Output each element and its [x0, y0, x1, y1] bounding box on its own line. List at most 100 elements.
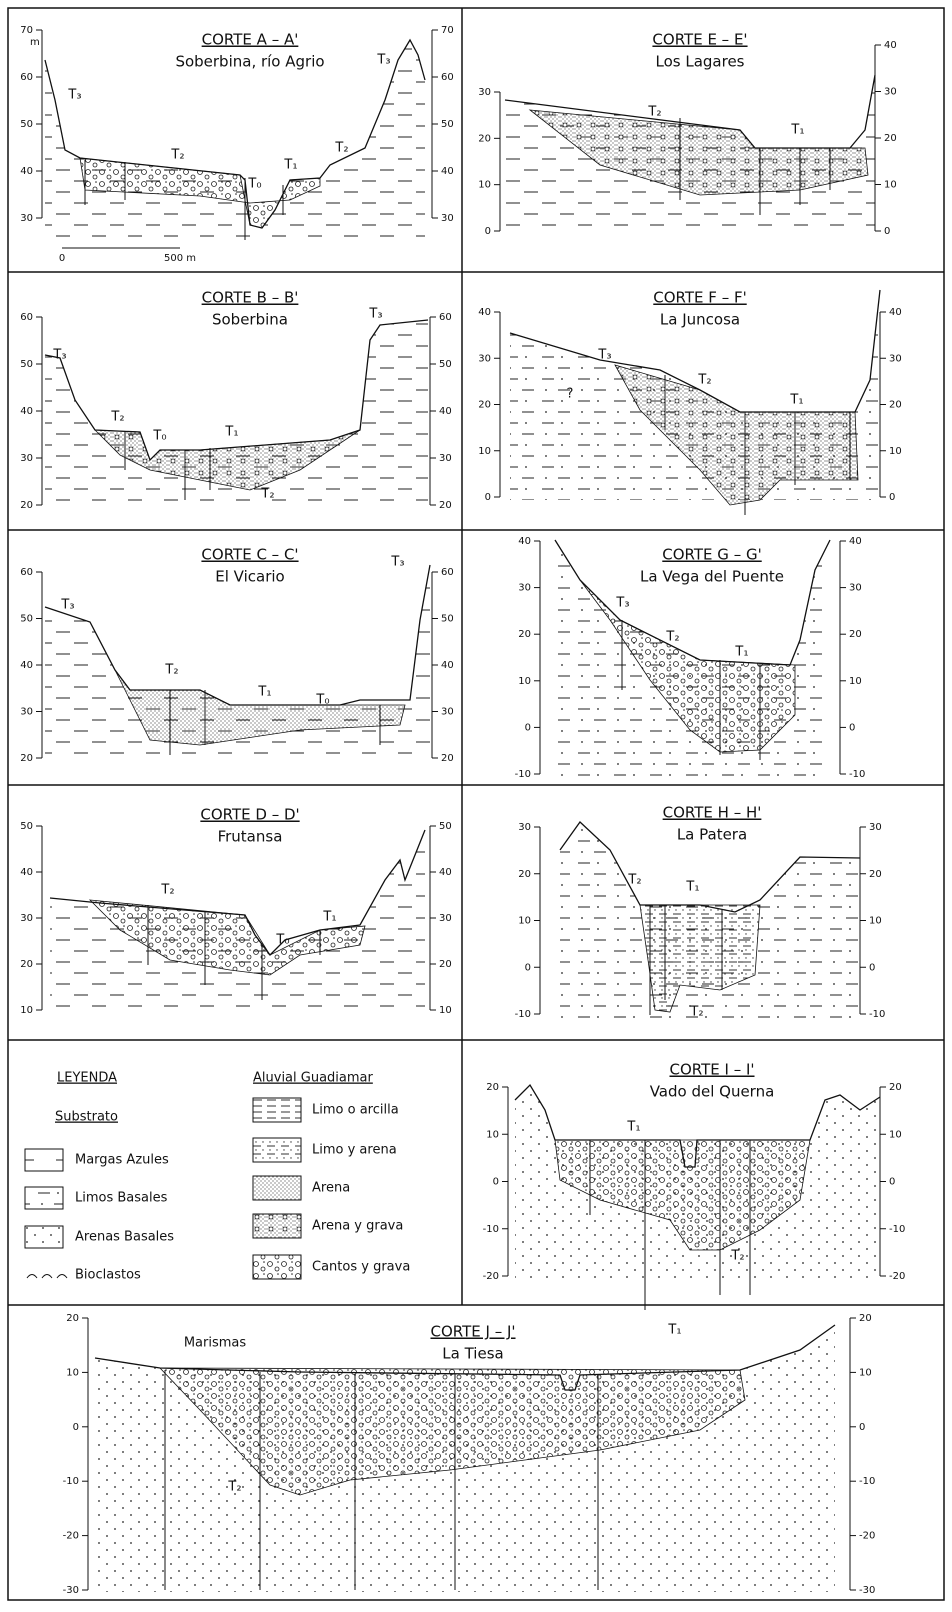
- tick-label: 40: [441, 660, 454, 671]
- legend-swatch: [253, 1214, 301, 1238]
- section-title: CORTE B – B': [202, 289, 299, 307]
- tick-label: -30: [859, 1585, 875, 1596]
- tick-label: 70: [441, 25, 454, 36]
- terrace-label: T₃: [60, 598, 74, 613]
- terrace-label: T₂: [689, 1005, 703, 1020]
- tick-label: 50: [20, 614, 33, 625]
- section-subtitle: Frutansa: [218, 828, 283, 846]
- tick-label: 60: [441, 72, 454, 83]
- legend-label: Cantos y grava: [312, 1260, 410, 1275]
- tick-label: 10: [518, 676, 531, 687]
- tick-label: 40: [439, 406, 452, 417]
- tick-label: 30: [884, 87, 897, 98]
- section-subtitle: La Juncosa: [660, 311, 740, 329]
- tick-label: 0: [889, 1177, 895, 1188]
- section-subtitle: El Vicario: [215, 568, 284, 586]
- section-title: CORTE F – F': [653, 289, 746, 307]
- tick-label: 20: [518, 629, 531, 640]
- tick-label: 0: [73, 1422, 79, 1433]
- tick-label: 60: [20, 72, 33, 83]
- terrace-label: T₃: [615, 596, 629, 611]
- tick-label: 0: [525, 962, 531, 973]
- tick-label: 20: [889, 1082, 902, 1093]
- terrace-label: T₃: [376, 53, 390, 68]
- tick-label: 10: [859, 1367, 872, 1378]
- tick-label: -20: [483, 1271, 499, 1282]
- tick-label: 10: [889, 1129, 902, 1140]
- tick-label: 50: [20, 821, 33, 832]
- tick-label: 40: [518, 536, 531, 547]
- terrace-label: T₂: [627, 873, 641, 888]
- tick-label: 10: [518, 916, 531, 927]
- terrace-label: T₁: [224, 425, 238, 440]
- tick-label: 10: [486, 1129, 499, 1140]
- tick-label: 50: [20, 119, 33, 130]
- tick-label: 30: [441, 213, 454, 224]
- terrace-label: T₁: [626, 1120, 640, 1135]
- tick-label: 50: [441, 614, 454, 625]
- tick-label: 40: [20, 406, 33, 417]
- terrace-label: T₁: [283, 158, 297, 173]
- tick-label: -20: [889, 1271, 905, 1282]
- section-subtitle: Vado del Querna: [650, 1083, 775, 1101]
- terrace-label: T₂: [697, 373, 711, 388]
- terrace-label: T₂: [170, 148, 184, 163]
- tick-label: -30: [63, 1585, 79, 1596]
- terrace-label: T₂: [110, 410, 124, 425]
- tick-label: 30: [20, 213, 33, 224]
- terrace-label: Marismas: [184, 1336, 247, 1351]
- unit-label: m: [30, 37, 40, 48]
- tick-label: 0: [485, 226, 491, 237]
- legend-label: Margas Azules: [75, 1153, 169, 1168]
- tick-label: 60: [20, 312, 33, 323]
- tick-label: 30: [20, 453, 33, 464]
- legend-heading: Aluvial Guadiamar: [253, 1071, 373, 1086]
- legend-label: Limo o arcilla: [312, 1103, 399, 1118]
- terrace-label: T₃: [368, 307, 382, 322]
- section-title: CORTE C – C': [201, 546, 298, 564]
- tick-label: 40: [884, 40, 897, 51]
- tick-label: 50: [439, 359, 452, 370]
- section-subtitle: Soberbina: [212, 311, 288, 329]
- tick-label: 20: [889, 400, 902, 411]
- terrace-label: T₁: [667, 1323, 681, 1338]
- terrace-label: T₁: [257, 685, 271, 700]
- tick-label: 40: [20, 867, 33, 878]
- terrace-label: T₂: [160, 883, 174, 898]
- tick-label: 20: [478, 133, 491, 144]
- terrace-label: T₁: [789, 393, 803, 408]
- tick-label: 40: [20, 660, 33, 671]
- tick-label: 20: [849, 629, 862, 640]
- tick-label: 40: [20, 166, 33, 177]
- terrace-label: T₂: [334, 141, 348, 156]
- legend-swatch: [253, 1138, 301, 1162]
- tick-label: 40: [889, 307, 902, 318]
- scale-label: 500 m: [164, 253, 196, 264]
- terrace-label: T₃: [52, 348, 66, 363]
- legend-label: Limo y arena: [312, 1143, 397, 1158]
- tick-label: -10: [515, 769, 531, 780]
- tick-label: 0: [485, 492, 491, 503]
- tick-label: 10: [478, 180, 491, 191]
- section-title: CORTE E – E': [652, 31, 747, 49]
- terrace-label: T₂: [665, 630, 679, 645]
- tick-label: 30: [478, 353, 491, 364]
- terrace-label: T₂: [647, 105, 661, 120]
- tick-label: 30: [518, 822, 531, 833]
- tick-label: 60: [441, 567, 454, 578]
- legend-title: LEYENDA: [57, 1071, 117, 1086]
- tick-label: 20: [478, 400, 491, 411]
- tick-label: 20: [441, 753, 454, 764]
- tick-label: 20: [869, 869, 882, 880]
- section-subtitle: La Vega del Puente: [640, 568, 784, 586]
- section-title: CORTE J – J': [430, 1323, 515, 1341]
- legend-label: Bioclastos: [75, 1268, 141, 1283]
- tick-label: -10: [859, 1476, 875, 1487]
- tick-label: 0: [525, 722, 531, 733]
- tick-label: 10: [884, 180, 897, 191]
- tick-label: 30: [439, 913, 452, 924]
- section-title: CORTE I – I': [669, 1061, 754, 1079]
- terrace-label: T₁: [790, 123, 804, 138]
- tick-label: 10: [66, 1367, 79, 1378]
- tick-label: 30: [518, 583, 531, 594]
